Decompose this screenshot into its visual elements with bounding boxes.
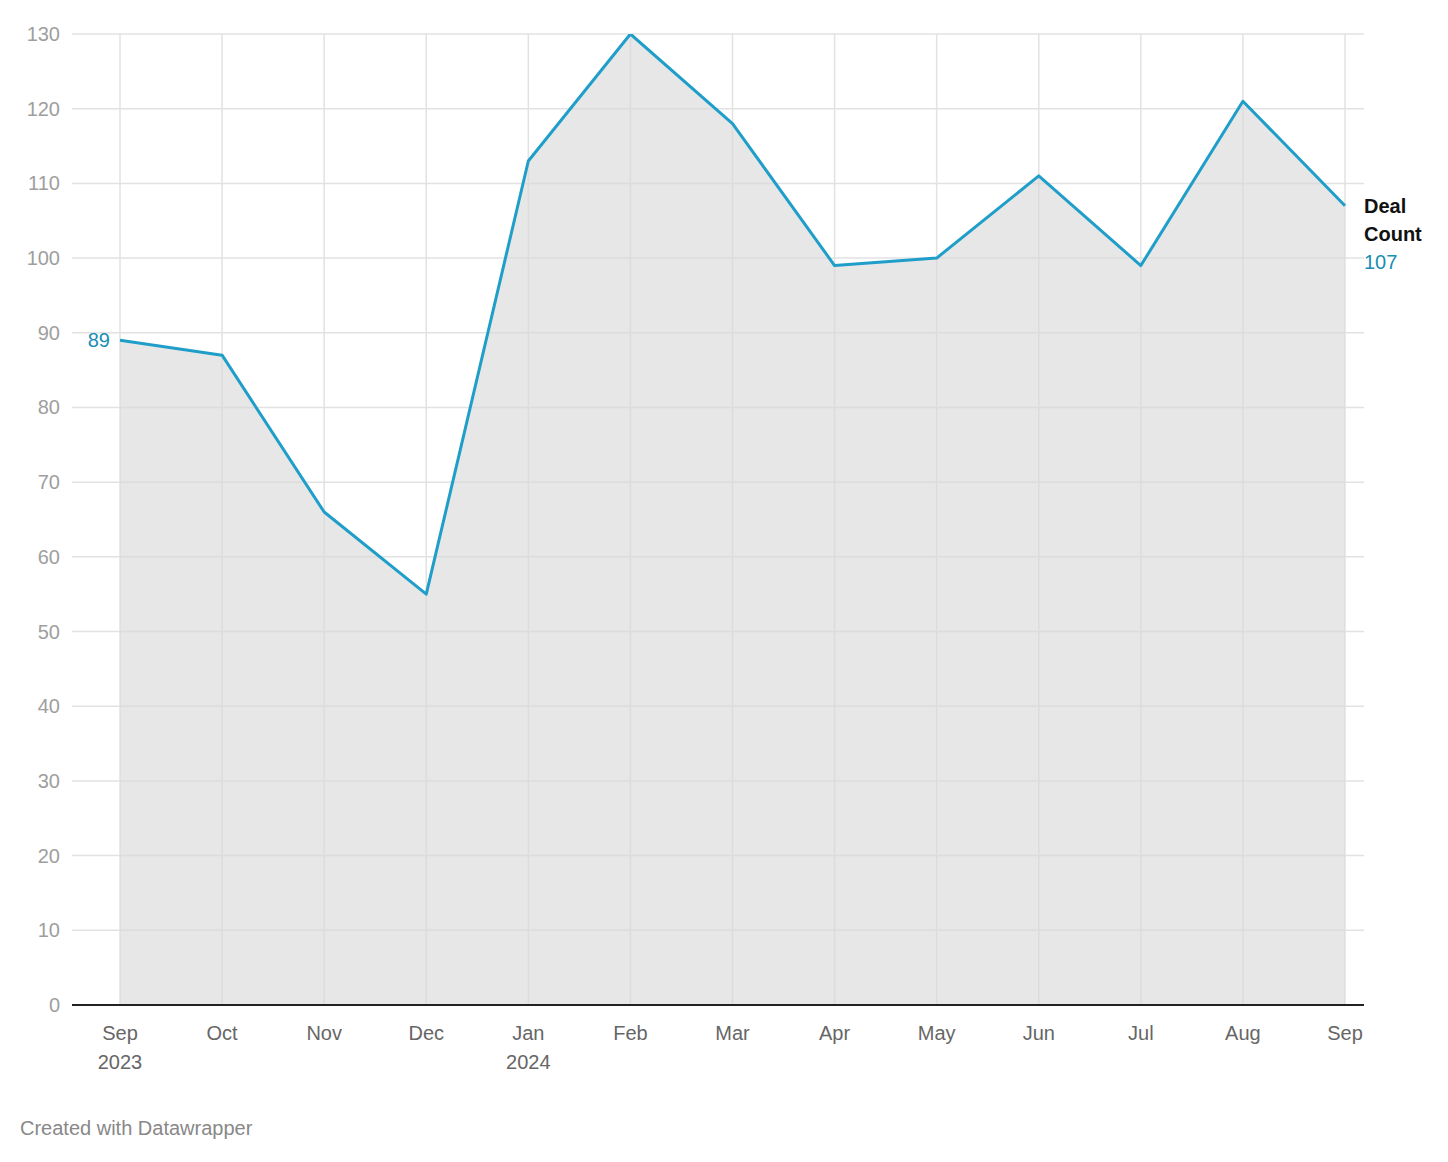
x-tick-label: Jun: [1023, 1022, 1055, 1044]
plot-area: [120, 34, 1345, 1005]
y-tick-label: 110: [28, 172, 60, 194]
area-fill: [120, 34, 1345, 1005]
x-tick-label: Nov: [306, 1022, 342, 1044]
x-tick-label: Dec: [408, 1022, 444, 1044]
y-tick-label: 120: [27, 98, 60, 120]
y-tick-label: 100: [27, 247, 60, 269]
y-tick-label: 70: [38, 471, 60, 493]
x-tick-label: Aug: [1225, 1022, 1261, 1044]
x-tick-label: Apr: [819, 1022, 850, 1044]
y-tick-label: 10: [38, 919, 60, 941]
y-tick-label: 40: [38, 695, 60, 717]
y-tick-label: 30: [38, 770, 60, 792]
x-tick-label: Jan2024: [506, 1022, 551, 1073]
x-tick-label: Sep: [1327, 1022, 1363, 1044]
y-tick-label: 60: [38, 546, 60, 568]
y-tick-label: 130: [27, 23, 60, 45]
x-tick-label: Feb: [613, 1022, 647, 1044]
series-label: DealCount: [1364, 195, 1422, 245]
grid-line: [72, 1004, 1364, 1006]
start-label: 89: [88, 329, 110, 351]
x-tick-label: May: [918, 1022, 956, 1044]
x-axis-line: [72, 1004, 1364, 1006]
x-tick-label: Oct: [207, 1022, 239, 1044]
data-line: [120, 34, 1345, 594]
y-tick-label: 80: [38, 396, 60, 418]
y-tick-label: 50: [38, 621, 60, 643]
credit: Created with Datawrapper: [20, 1117, 253, 1139]
end-label: 107: [1364, 251, 1397, 273]
x-tick-label: Sep2023: [98, 1022, 143, 1073]
chart-svg: 0 10 20 30 40 50 60 70 80 90 100 110 120 130 Sep2023 Oc…: [0, 0, 1448, 1162]
x-tick-label: Mar: [715, 1022, 750, 1044]
y-tick-label: 0: [49, 994, 60, 1016]
grid-line: [72, 33, 1364, 35]
y-tick-label: 90: [38, 322, 60, 344]
x-tick-label: Jul: [1128, 1022, 1154, 1044]
chart-container: 0 10 20 30 40 50 60 70 80 90 100 110 120 130 Sep2023 Oc…: [0, 0, 1448, 1162]
y-tick-label: 20: [38, 845, 60, 867]
